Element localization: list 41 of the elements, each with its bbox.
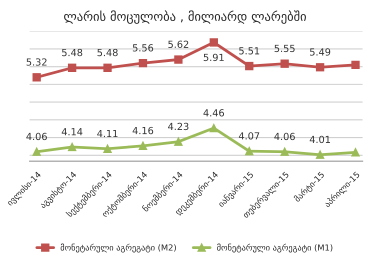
data-label: 5.51 <box>239 47 260 54</box>
point <box>138 142 148 150</box>
point <box>68 64 76 72</box>
point <box>174 138 183 146</box>
point <box>68 142 76 152</box>
data-label: 5.32 <box>26 58 47 66</box>
point <box>32 73 41 82</box>
point <box>351 60 360 70</box>
data-label: 4.01 <box>310 136 330 144</box>
point <box>210 124 218 132</box>
data-label: 4.23 <box>168 122 188 130</box>
chart-title: ლარის მოცულობა , მილიარდ ლარებში <box>64 10 306 24</box>
data-label: 5.48 <box>62 48 82 56</box>
legend-label: მონეტარული აგრეგატი (M1) <box>217 244 332 252</box>
data-label: 4.11 <box>97 130 118 138</box>
data-label: 5.62 <box>168 40 188 48</box>
data-label: 4.07 <box>238 132 260 140</box>
data-label: 4.16 <box>132 126 154 134</box>
point <box>210 38 218 47</box>
point <box>103 64 112 72</box>
data-label: 5.49 <box>310 48 330 56</box>
point <box>138 58 148 68</box>
data-label: 4.06 <box>26 132 47 140</box>
point <box>245 146 254 156</box>
point <box>351 148 360 157</box>
data-label: 4.46 <box>203 109 224 117</box>
data-label: 5.91 <box>204 54 224 62</box>
legend-label: მონეტარული აგრეგატი (M2) <box>60 244 176 252</box>
data-label: 5.48 <box>97 48 118 56</box>
point <box>245 62 254 70</box>
point <box>174 55 183 64</box>
data-label: 4.14 <box>62 128 82 136</box>
point <box>103 144 112 153</box>
point <box>280 60 289 68</box>
point <box>316 63 324 72</box>
data-label: 5.56 <box>132 44 154 52</box>
point <box>32 148 41 156</box>
data-label: 5.55 <box>274 44 295 52</box>
point <box>316 150 324 159</box>
data-label: 4.06 <box>274 132 295 140</box>
point <box>280 148 289 156</box>
